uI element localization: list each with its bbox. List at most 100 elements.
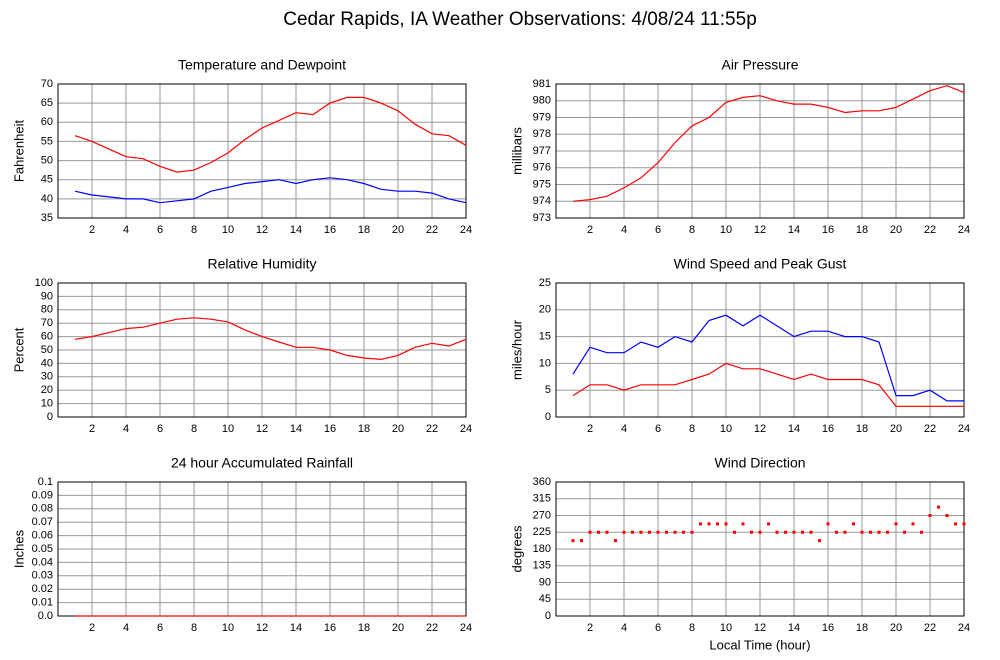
y-tick-label: 50 xyxy=(41,154,53,166)
y-tick-label: 60 xyxy=(41,116,53,128)
x-tick-label: 24 xyxy=(460,224,472,236)
data-point xyxy=(571,539,575,543)
data-point xyxy=(707,522,711,526)
y-tick-label: 0.05 xyxy=(32,543,53,555)
plot-frame xyxy=(57,282,467,418)
y-tick-label: 20 xyxy=(41,384,53,396)
x-tick-label: 16 xyxy=(324,622,336,634)
data-point xyxy=(852,522,855,526)
x-tick-label: 14 xyxy=(788,423,800,435)
x-tick-label: 14 xyxy=(290,423,302,435)
data-line xyxy=(74,96,467,173)
y-tick-label: 70 xyxy=(41,317,53,329)
y-tick-label: 0.09 xyxy=(32,489,53,501)
y-tick-label: 180 xyxy=(533,543,551,555)
x-tick-label: 16 xyxy=(822,423,834,435)
x-tick-label: 8 xyxy=(191,423,197,435)
x-tick-label: 2 xyxy=(587,423,593,435)
x-tick-label: 6 xyxy=(157,622,163,634)
x-tick-label: 4 xyxy=(123,622,129,634)
x-tick-label: 16 xyxy=(324,224,336,236)
data-point xyxy=(648,530,651,534)
x-tick-label: 6 xyxy=(157,423,163,435)
x-tick-label: 10 xyxy=(720,224,732,236)
y-tick-label: 10 xyxy=(41,398,53,410)
y-tick-label: 981 xyxy=(533,78,551,90)
data-point xyxy=(962,522,966,526)
y-tick-label: 0 xyxy=(545,411,551,423)
y-tick-label: 0 xyxy=(545,610,551,622)
y-tick-label: 0.1 xyxy=(38,476,53,488)
data-point xyxy=(937,505,940,509)
x-tick-label: 18 xyxy=(358,224,370,236)
data-point xyxy=(886,530,889,534)
y-tick-label: 60 xyxy=(41,331,53,343)
data-point xyxy=(826,522,830,526)
x-tick-label: 18 xyxy=(856,224,868,236)
x-tick-label: 14 xyxy=(788,224,800,236)
x-tick-label: 22 xyxy=(426,224,438,236)
data-point xyxy=(673,530,677,534)
y-axis-label: Percent xyxy=(11,327,26,372)
x-tick-label: 22 xyxy=(426,423,438,435)
y-tick-label: 5 xyxy=(545,384,551,396)
x-tick-label: 12 xyxy=(256,423,268,435)
x-tick-label: 6 xyxy=(655,622,661,634)
data-point xyxy=(911,522,915,526)
x-tick-label: 2 xyxy=(587,622,593,634)
x-tick-label: 18 xyxy=(856,622,868,634)
x-tick-label: 24 xyxy=(460,622,472,634)
y-tick-label: 90 xyxy=(539,576,551,588)
data-point xyxy=(605,530,609,534)
data-point xyxy=(809,530,813,534)
data-point xyxy=(622,530,626,534)
data-point xyxy=(877,530,881,534)
x-tick-label: 18 xyxy=(358,423,370,435)
x-tick-label: 20 xyxy=(392,224,404,236)
x-tick-label: 4 xyxy=(123,423,129,435)
y-axis-label: degrees xyxy=(509,525,524,572)
data-point xyxy=(954,522,957,526)
x-tick-label: 8 xyxy=(191,224,197,236)
y-axis-label: Inches xyxy=(11,529,26,568)
plot-frame xyxy=(555,282,965,418)
y-tick-label: 25 xyxy=(539,277,551,289)
data-point xyxy=(656,530,660,534)
x-tick-label: 22 xyxy=(924,224,936,236)
x-tick-label: 8 xyxy=(689,423,695,435)
data-point xyxy=(588,530,592,534)
y-tick-label: 0.08 xyxy=(32,503,53,515)
x-tick-label: 8 xyxy=(191,622,197,634)
data-point xyxy=(741,522,745,526)
y-tick-label: 270 xyxy=(533,509,551,521)
x-tick-label: 4 xyxy=(621,224,627,236)
y-tick-label: 973 xyxy=(533,212,551,224)
y-tick-label: 0.04 xyxy=(32,556,53,568)
x-tick-label: 6 xyxy=(655,423,661,435)
x-tick-label: 4 xyxy=(621,622,627,634)
x-tick-label: 24 xyxy=(958,622,970,634)
x-tick-label: 12 xyxy=(256,622,268,634)
x-tick-label: 8 xyxy=(689,622,695,634)
y-tick-label: 55 xyxy=(41,135,53,147)
x-tick-label: 20 xyxy=(392,622,404,634)
x-tick-label: 24 xyxy=(958,423,970,435)
data-line xyxy=(74,317,467,361)
y-tick-label: 65 xyxy=(41,97,53,109)
data-point xyxy=(750,530,753,534)
y-tick-label: 45 xyxy=(41,174,53,186)
y-tick-label: 0.07 xyxy=(32,516,53,528)
data-point xyxy=(690,530,694,534)
data-point xyxy=(835,530,838,534)
plot-frame xyxy=(555,83,965,219)
y-tick-label: 35 xyxy=(41,212,53,224)
data-point xyxy=(920,530,923,534)
x-tick-label: 24 xyxy=(460,423,472,435)
x-tick-label: 18 xyxy=(358,622,370,634)
x-tick-label: 2 xyxy=(587,224,593,236)
y-tick-label: 15 xyxy=(539,331,551,343)
y-tick-label: 100 xyxy=(35,277,53,289)
data-point xyxy=(775,530,779,534)
y-tick-label: 90 xyxy=(41,290,53,302)
data-point xyxy=(792,530,796,534)
